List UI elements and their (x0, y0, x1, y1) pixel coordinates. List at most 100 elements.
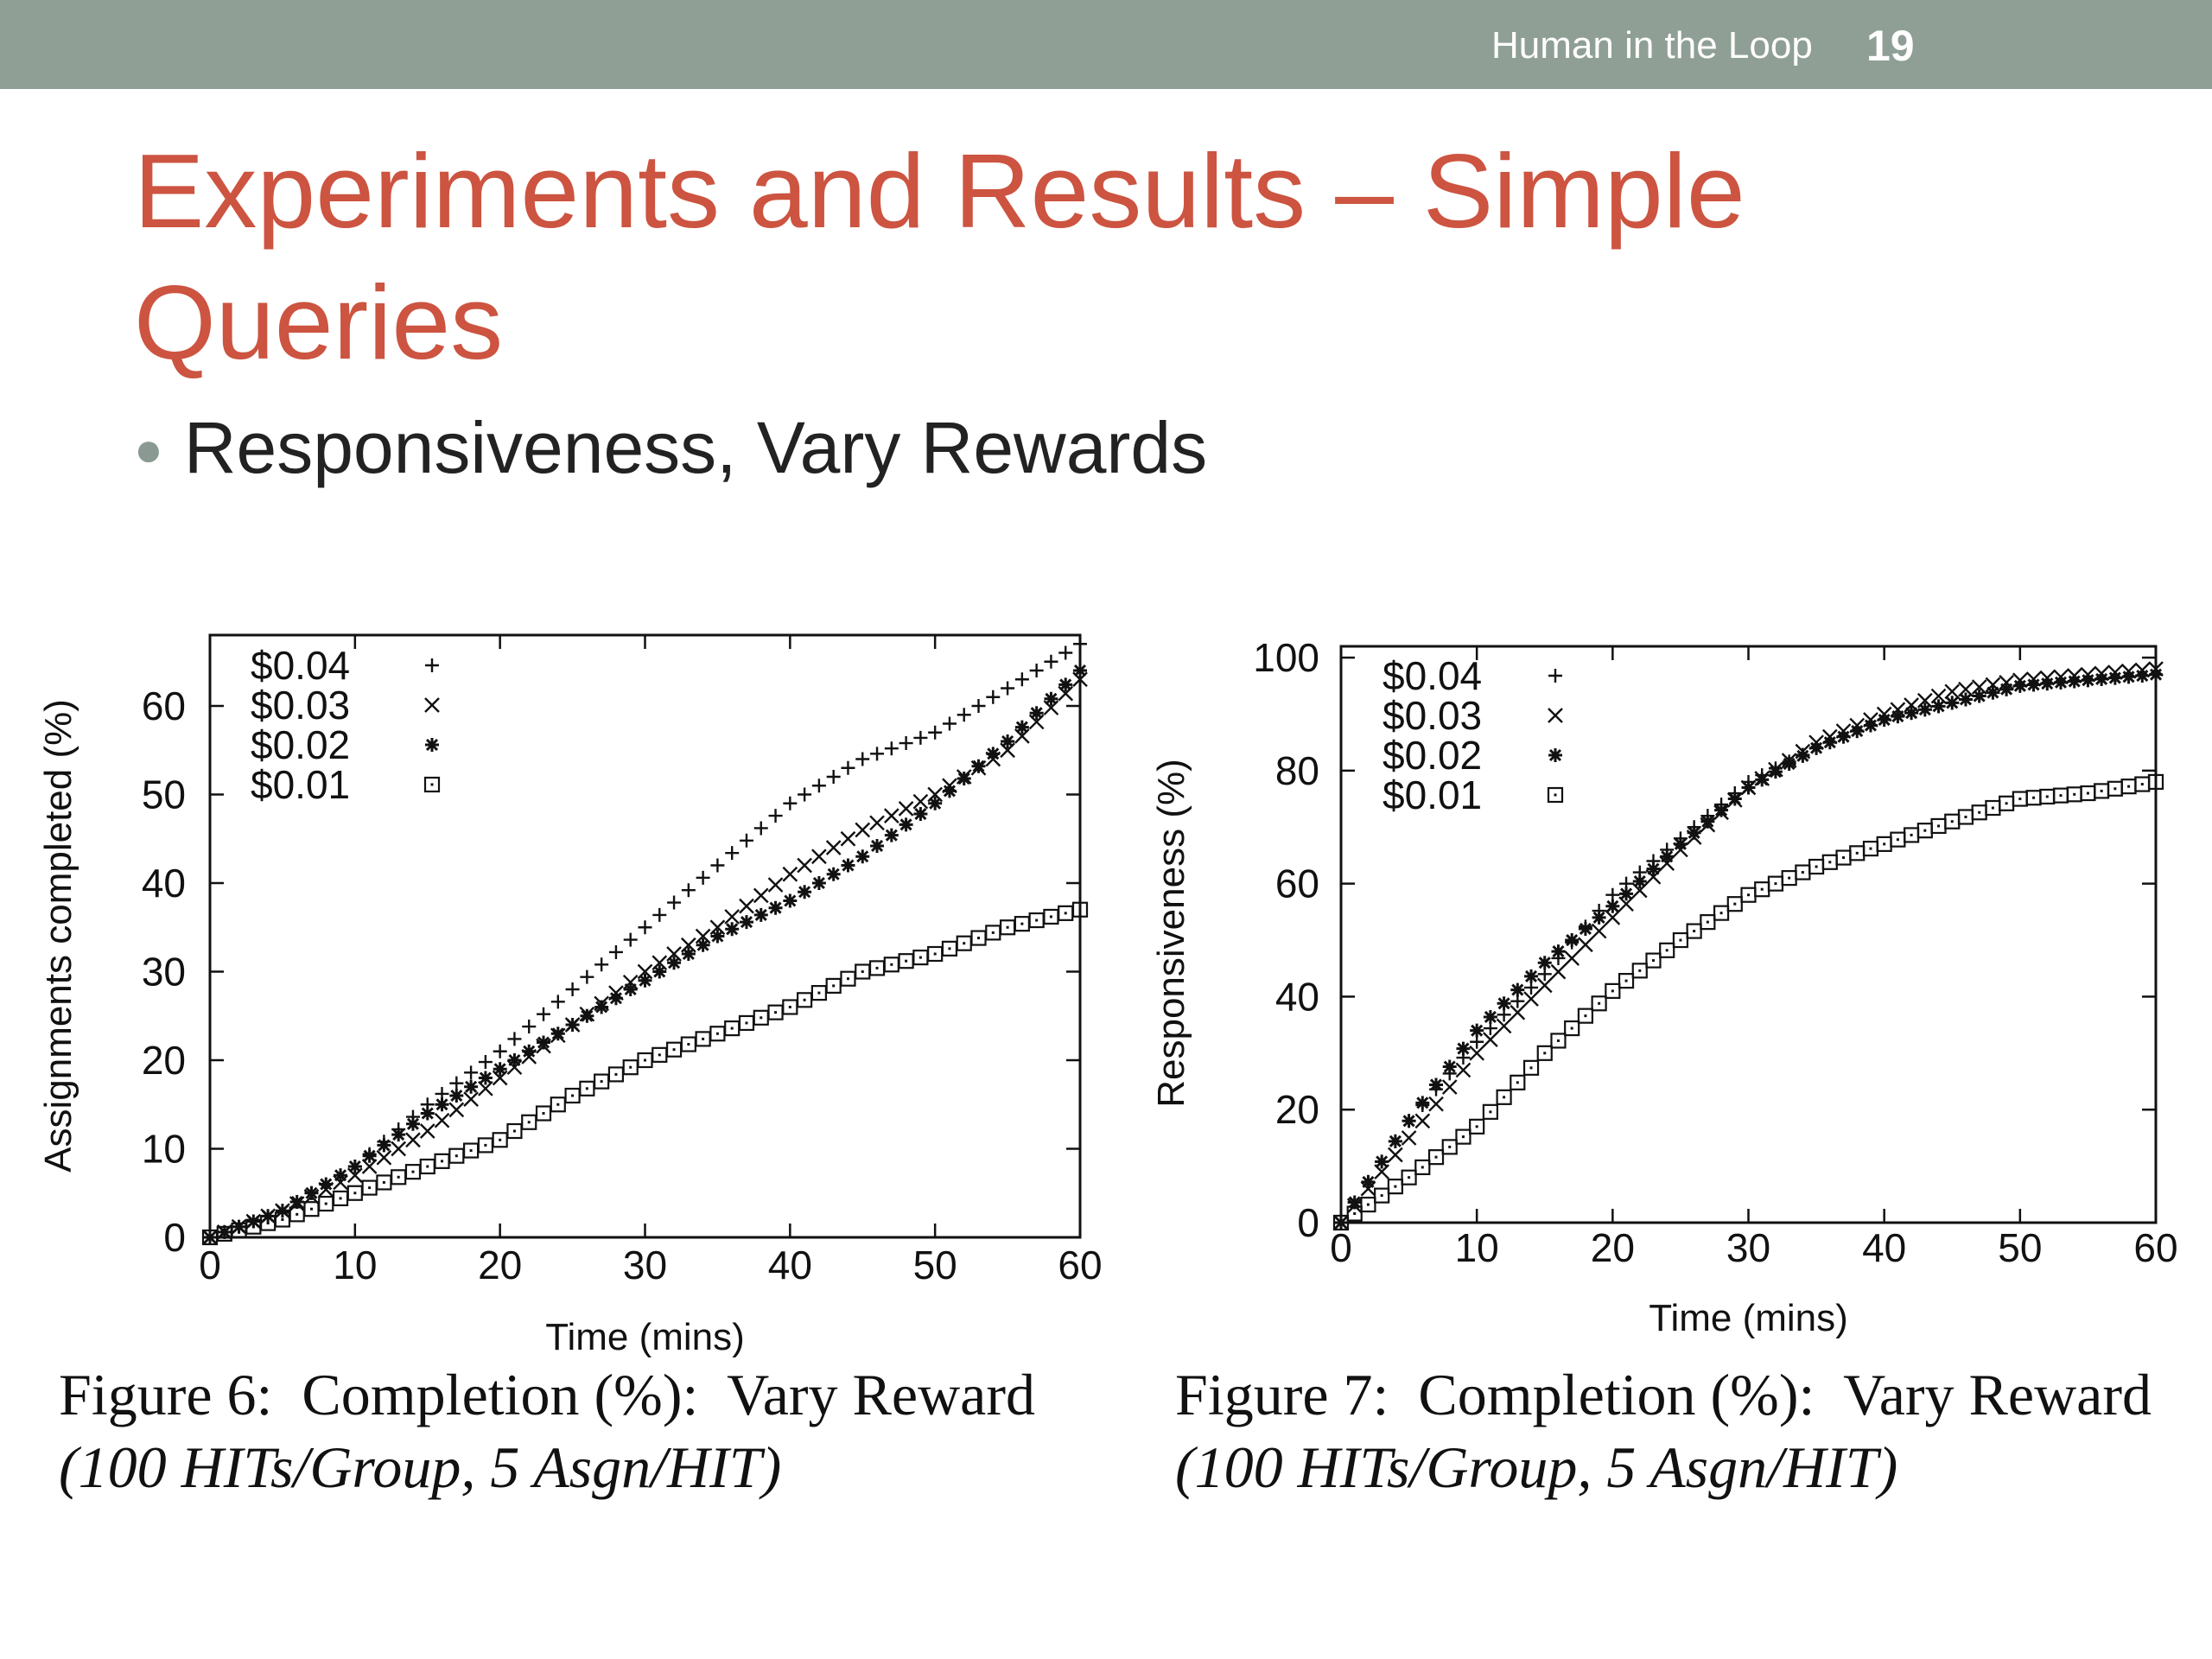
data-point (579, 1080, 595, 1096)
data-point (767, 1004, 784, 1020)
data-point (797, 857, 812, 874)
data-point (1727, 791, 1742, 806)
data-point (1700, 814, 1715, 829)
data-point (550, 1096, 566, 1113)
data-point (695, 1031, 711, 1047)
data-point (1863, 718, 1878, 733)
data-point (1768, 765, 1783, 779)
data-point (1469, 1118, 1485, 1135)
data-point (680, 1036, 696, 1052)
data-point (449, 1076, 464, 1090)
legend-marker (425, 658, 439, 672)
data-point (434, 1153, 450, 1169)
data-point (2149, 667, 2163, 682)
x-tick-label: 20 (1591, 1225, 1635, 1270)
data-point (1945, 696, 1960, 710)
data-point (376, 1174, 392, 1191)
data-point (898, 801, 914, 817)
data-point (912, 793, 929, 810)
data-point (1536, 1045, 1553, 1061)
data-point (1361, 1174, 1376, 1189)
data-point (883, 957, 899, 973)
data-point (1427, 1149, 1445, 1166)
data-point (1029, 706, 1044, 721)
x-tick-label: 10 (1455, 1225, 1499, 1270)
data-point (522, 1044, 537, 1058)
data-point (797, 992, 813, 1008)
data-point (986, 690, 1001, 704)
data-point (1375, 1154, 1389, 1169)
data-point (798, 885, 812, 899)
data-point (2134, 776, 2151, 792)
data-point (1591, 995, 1607, 1012)
data-point (565, 1018, 580, 1032)
data-point (1645, 952, 1662, 969)
data-point (1835, 849, 1852, 866)
caption-line-2: (100 HITs/Group, 5 Asgn/HIT) (1175, 1434, 1898, 1500)
data-point (1972, 689, 1986, 703)
data-point (768, 900, 783, 915)
data-point (1441, 1079, 1458, 1095)
data-point (1916, 823, 1933, 839)
y-tick-label: 0 (1297, 1200, 1319, 1245)
data-point (1483, 1032, 1498, 1047)
y-axis-label: Responsiveness (%) (1150, 759, 1192, 1108)
data-point (1388, 1134, 1402, 1148)
data-point (638, 973, 652, 988)
x-tick-label: 30 (1726, 1225, 1770, 1270)
data-point (535, 1105, 552, 1122)
data-point (1456, 1041, 1471, 1056)
x-tick-label: 60 (2133, 1225, 2177, 1270)
deck-title: Human in the Loop (1491, 24, 1813, 67)
data-point (1713, 905, 1730, 921)
data-point (332, 1190, 349, 1207)
data-point (826, 770, 841, 784)
data-point (347, 1160, 362, 1173)
data-point (1483, 1009, 1497, 1024)
data-point (405, 1132, 421, 1148)
data-point (594, 1073, 610, 1090)
data-point (419, 1123, 435, 1139)
data-point (753, 821, 768, 836)
data-point (2040, 677, 2055, 691)
data-point (448, 1102, 465, 1118)
data-point (448, 1147, 465, 1164)
data-point (1767, 875, 1784, 892)
data-point (652, 1046, 668, 1063)
data-point (1401, 1130, 1417, 1146)
data-point (1754, 881, 1770, 898)
data-point (1536, 977, 1553, 994)
data-point (1360, 1196, 1376, 1213)
data-point (986, 747, 1001, 761)
x-tick-label: 40 (768, 1243, 812, 1287)
x-tick-label: 50 (913, 1243, 957, 1287)
data-point (303, 1201, 320, 1217)
data-point (550, 995, 565, 1009)
data-point (913, 807, 928, 822)
data-point (811, 779, 826, 793)
data-point (463, 1091, 479, 1107)
data-point (1470, 1023, 1484, 1038)
data-point (855, 849, 870, 864)
data-point (377, 1138, 391, 1153)
data-point (1347, 1195, 1362, 1210)
data-point (782, 999, 798, 1015)
data-point (580, 969, 594, 984)
data-point (1001, 734, 1015, 748)
data-point (1071, 901, 1089, 918)
data-point (825, 977, 842, 995)
caption-line-1: Figure 6: Completion (%): Vary Reward (59, 1362, 1036, 1427)
data-point (913, 730, 928, 745)
data-point (1957, 809, 1974, 825)
x-tick-label: 30 (623, 1243, 667, 1287)
data-point (1891, 709, 1905, 724)
data-point (738, 1014, 755, 1032)
data-point (478, 1055, 493, 1070)
bullet-text: Responsiveness, Vary Rewards (183, 407, 1208, 488)
slide-title: Experiments and Results – Simple Queries (134, 132, 1745, 381)
x-tick-label: 20 (478, 1243, 522, 1287)
data-point (2026, 677, 2041, 692)
data-point (1795, 864, 1811, 880)
series-$0.02 (203, 664, 1087, 1244)
